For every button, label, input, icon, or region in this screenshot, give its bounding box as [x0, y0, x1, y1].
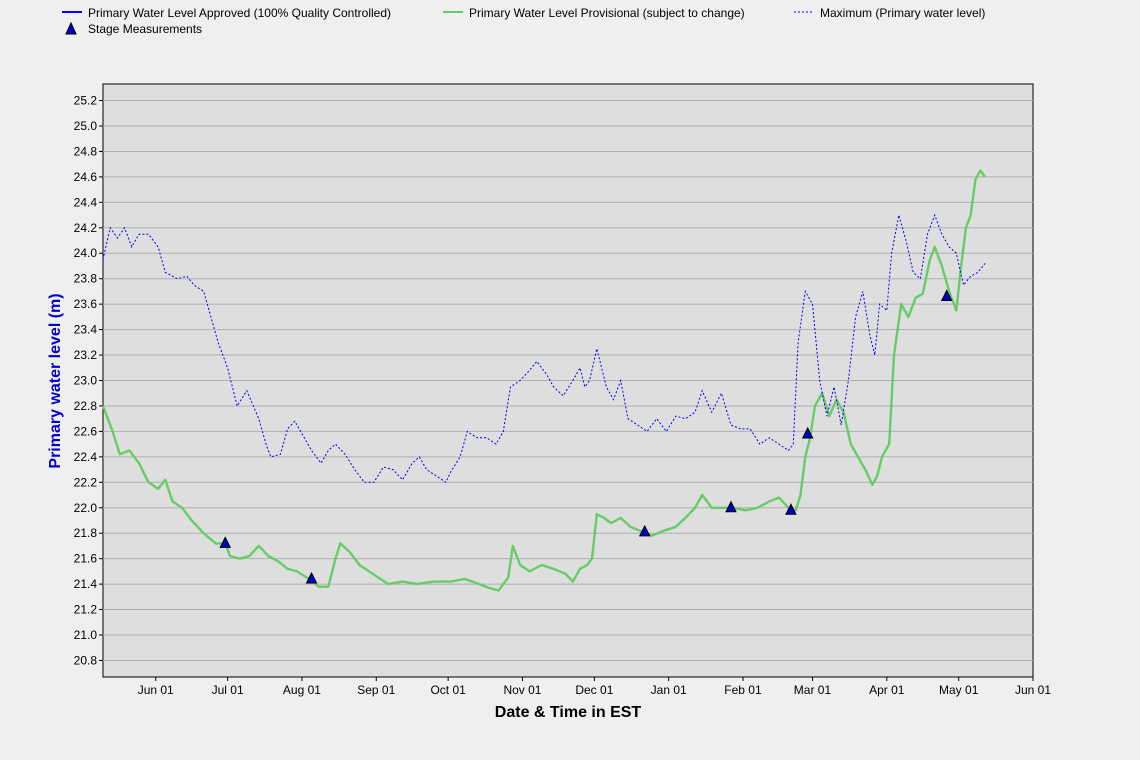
x-axis-ticks: Jun 01 Jul 01 Aug 01 Sep 01 Oct 01 Nov 01 Dec …: [138, 677, 1051, 697]
legend-provisional-label: Primary Water Level Provisional (subject…: [469, 6, 745, 20]
y-tick-label: 23.2: [74, 348, 98, 362]
y-tick-label: 23.4: [74, 323, 98, 337]
x-tick-label: Dec 01: [575, 683, 613, 697]
y-tick-label: 22.2: [74, 475, 98, 489]
y-tick-label: 24.2: [74, 221, 98, 235]
y-tick-label: 24.0: [74, 246, 98, 260]
y-tick-label: 21.6: [74, 552, 98, 566]
y-tick-label: 25.2: [74, 94, 98, 108]
y-tick-label: 22.4: [74, 450, 98, 464]
stage-measurement-marker: [801, 426, 814, 439]
x-tick-label: Oct 01: [430, 683, 466, 697]
legend-maximum-label: Maximum (Primary water level): [820, 6, 985, 20]
y-axis-title: Primary water level (m): [47, 293, 64, 468]
y-tick-label: 22.6: [74, 424, 98, 438]
y-tick-label: 21.2: [74, 603, 98, 617]
x-tick-label: Sep 01: [357, 683, 395, 697]
y-tick-label: 21.8: [74, 526, 98, 540]
y-tick-label: 20.8: [74, 653, 98, 667]
x-tick-label: May 01: [939, 683, 979, 697]
y-tick-label: 23.8: [74, 272, 98, 286]
y-tick-label: 24.6: [74, 170, 98, 184]
y-tick-label: 23.0: [74, 374, 98, 388]
y-tick-label: 25.0: [74, 119, 98, 133]
y-tick-label: 24.4: [74, 195, 98, 209]
legend-measurement-icon: [65, 21, 77, 35]
stage-measurement-marker: [638, 524, 651, 537]
y-tick-label: 21.0: [74, 628, 98, 642]
stage-measurement-marker: [219, 536, 232, 548]
stage-measurement-markers: [219, 289, 953, 584]
x-axis-title: Date & Time in EST: [495, 704, 642, 721]
y-tick-label: 22.8: [74, 399, 98, 413]
y-tick-label: 24.8: [74, 144, 98, 158]
stage-measurement-marker: [940, 289, 953, 302]
y-axis-ticks: 20.8 21.0 21.2 21.4 21.6 21.8 22.0 22.2 22.4 22.6…: [74, 94, 103, 667]
x-tick-label: Aug 01: [283, 683, 321, 697]
legend-measurement-label: Stage Measurements: [88, 22, 202, 36]
x-tick-label: Jul 01: [212, 683, 244, 697]
stage-measurement-marker: [725, 500, 737, 513]
x-tick-label: Nov 01: [503, 683, 541, 697]
series-maximum-line: [102, 213, 986, 484]
x-tick-label: Feb 01: [724, 683, 762, 697]
legend-approved-label: Primary Water Level Approved (100% Quali…: [88, 6, 391, 20]
y-tick-label: 23.6: [74, 297, 98, 311]
gridlines: [103, 100, 1033, 661]
x-tick-label: Apr 01: [869, 683, 905, 697]
y-tick-label: 22.0: [74, 501, 98, 515]
y-tick-label: 21.4: [74, 577, 98, 591]
x-tick-label: Mar 01: [794, 683, 832, 697]
series-layer: [101, 169, 987, 592]
legend: Primary Water Level Approved (100% Quali…: [62, 6, 985, 36]
series-provisional-line: [101, 169, 987, 592]
stage-measurement-marker: [305, 571, 318, 584]
x-tick-label: Jan 01: [651, 683, 687, 697]
x-tick-label: Jun 01: [138, 683, 174, 697]
x-tick-label: Jun 01: [1015, 683, 1051, 697]
stage-measurement-marker: [785, 503, 797, 515]
